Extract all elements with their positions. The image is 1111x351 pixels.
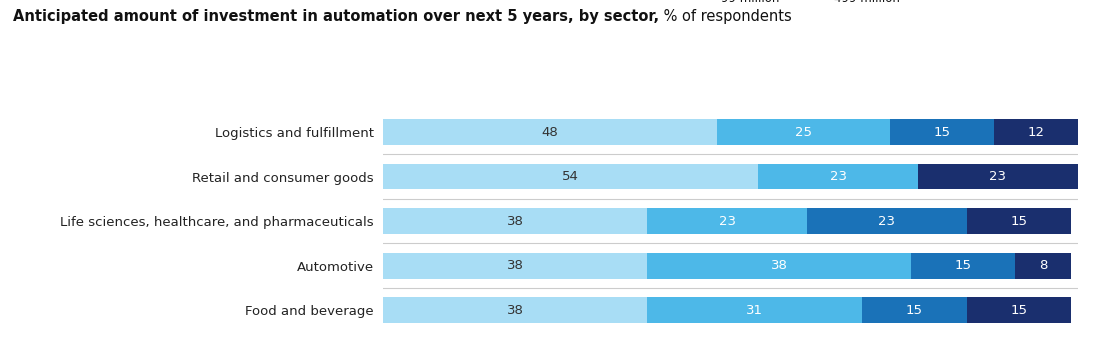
Text: 15: 15 — [1010, 304, 1028, 317]
Text: 15: 15 — [954, 259, 972, 272]
Bar — [967, 208, 1071, 234]
Text: 38: 38 — [507, 214, 523, 228]
Bar — [967, 297, 1071, 323]
Bar — [647, 208, 807, 234]
Bar — [758, 164, 918, 190]
Text: 23: 23 — [719, 214, 735, 228]
Bar — [862, 297, 967, 323]
Text: 38: 38 — [507, 304, 523, 317]
Text: 48: 48 — [541, 126, 559, 139]
Bar — [911, 253, 1015, 279]
Bar — [717, 119, 890, 145]
Text: 12: 12 — [1028, 126, 1044, 139]
Text: 54: 54 — [562, 170, 579, 183]
Bar — [383, 253, 647, 279]
Text: 15: 15 — [1010, 214, 1028, 228]
Bar — [1015, 253, 1071, 279]
Text: 38: 38 — [507, 259, 523, 272]
Text: 23: 23 — [878, 214, 895, 228]
Text: 15: 15 — [933, 126, 951, 139]
Legend: <$25 million, $25 million–
99 million, $100 million–
499 million, ≥$500 million: <$25 million, $25 million– 99 million, $… — [583, 0, 1037, 5]
Bar — [890, 119, 994, 145]
Bar — [383, 119, 717, 145]
Bar — [383, 208, 647, 234]
Bar — [647, 297, 862, 323]
Text: Anticipated amount of investment in automation over next 5 years, by sector,: Anticipated amount of investment in auto… — [13, 9, 660, 24]
Text: 38: 38 — [771, 259, 788, 272]
Bar — [383, 297, 647, 323]
Text: 15: 15 — [905, 304, 923, 317]
Text: 23: 23 — [830, 170, 847, 183]
Bar — [994, 119, 1078, 145]
Bar — [918, 164, 1078, 190]
Bar — [807, 208, 967, 234]
Bar — [383, 164, 758, 190]
Text: 8: 8 — [1039, 259, 1048, 272]
Text: % of respondents: % of respondents — [660, 9, 792, 24]
Bar — [647, 253, 911, 279]
Text: 25: 25 — [794, 126, 812, 139]
Text: 31: 31 — [747, 304, 763, 317]
Text: 23: 23 — [989, 170, 1007, 183]
